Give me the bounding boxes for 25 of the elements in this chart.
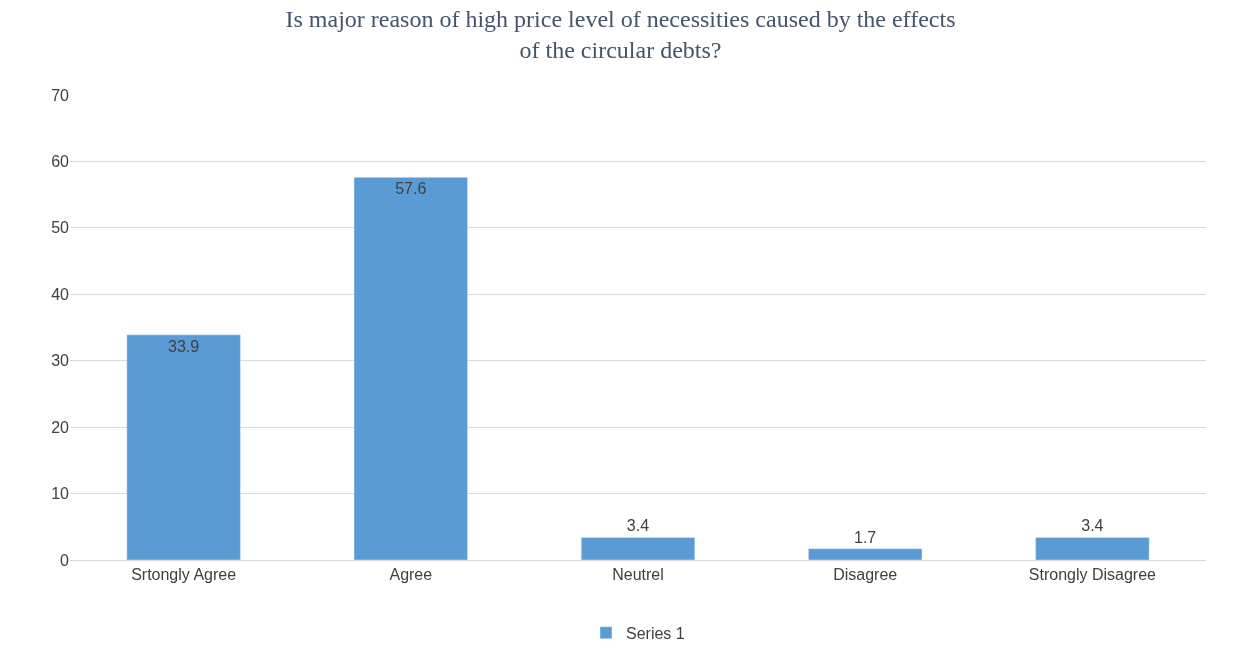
x-tick-label: Strongly Disagree [1028, 566, 1157, 584]
y-tick-label: 0 [60, 551, 70, 569]
y-tick-label: 50 [51, 219, 70, 237]
bar [126, 334, 241, 560]
bar [580, 537, 696, 560]
legend-label: Series 1 [626, 624, 685, 642]
bar [808, 548, 923, 560]
data-label: 3.4 [626, 517, 650, 535]
chart-title: Is major reason of high price level of necessities caused by the effects of the circular debts? [285, 5, 956, 63]
y-tick-label: 40 [51, 285, 70, 303]
data-label: 3.4 [1081, 517, 1104, 535]
y-tick-label: 20 [51, 418, 70, 436]
y-tick-label: 70 [51, 86, 70, 104]
data-label: 1.7 [854, 528, 877, 546]
data-label: 57.6 [395, 180, 427, 198]
y-tick-label: 30 [51, 352, 70, 370]
x-tick-label: Neutrel [612, 566, 664, 584]
bar [353, 177, 468, 560]
y-tick-label: 10 [51, 485, 70, 503]
bar [1035, 537, 1150, 560]
y-tick-label: 60 [51, 153, 70, 171]
x-tick-label: Agree [389, 566, 433, 584]
data-label: 33.9 [167, 337, 200, 355]
x-tick-label: Disagree [833, 566, 898, 584]
x-tick-label: Srtongly Agree [131, 566, 237, 584]
